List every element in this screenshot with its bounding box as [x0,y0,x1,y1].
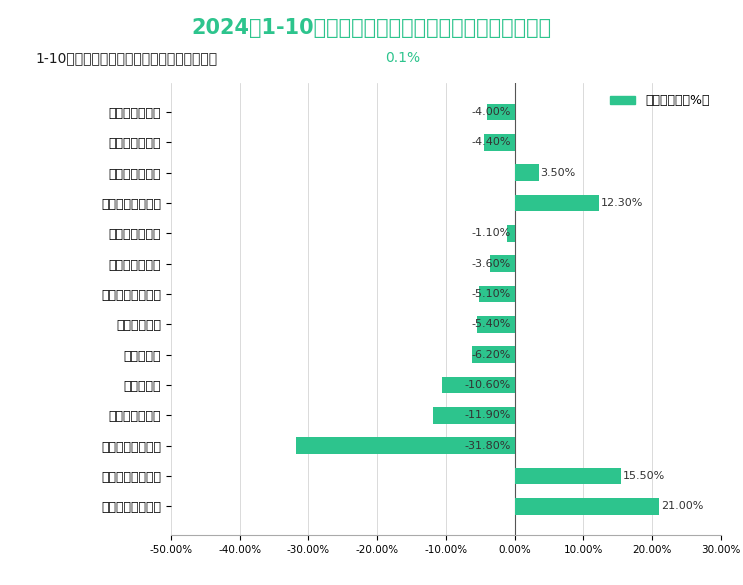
Bar [441,377,514,393]
Bar [484,134,514,151]
Bar [490,255,514,272]
Bar [472,346,514,363]
Legend: 增加值增长（%）: 增加值增长（%） [605,90,715,112]
Text: 2024年1-10月阿坝州规模以上工业行业增加值增长情况: 2024年1-10月阿坝州规模以上工业行业增加值增长情况 [192,18,551,37]
Bar [478,316,514,333]
Bar [479,285,514,302]
Bar [487,104,514,121]
Text: -11.90%: -11.90% [464,410,511,421]
Bar [514,467,621,484]
Text: -5.10%: -5.10% [472,289,511,299]
Text: -3.60%: -3.60% [472,259,511,269]
Bar [514,195,599,211]
Text: 12.30%: 12.30% [601,198,643,208]
Bar [514,164,539,181]
Text: -31.80%: -31.80% [464,441,511,450]
Bar [296,438,514,454]
Text: -4.40%: -4.40% [472,137,511,147]
Text: -1.10%: -1.10% [472,228,511,238]
Text: -4.00%: -4.00% [472,107,511,117]
Bar [432,407,514,424]
Text: -5.40%: -5.40% [472,319,511,329]
Text: -10.60%: -10.60% [465,380,511,390]
Bar [507,225,514,242]
Text: 1-10月，含园区规模以上工业增加值同比下降: 1-10月，含园区规模以上工业增加值同比下降 [36,51,218,66]
Text: -6.20%: -6.20% [472,350,511,360]
Text: 15.50%: 15.50% [623,471,666,481]
Text: 21.00%: 21.00% [661,501,704,511]
Text: 0.1%: 0.1% [386,51,421,66]
Text: 3.50%: 3.50% [541,168,576,178]
Bar [514,498,659,515]
